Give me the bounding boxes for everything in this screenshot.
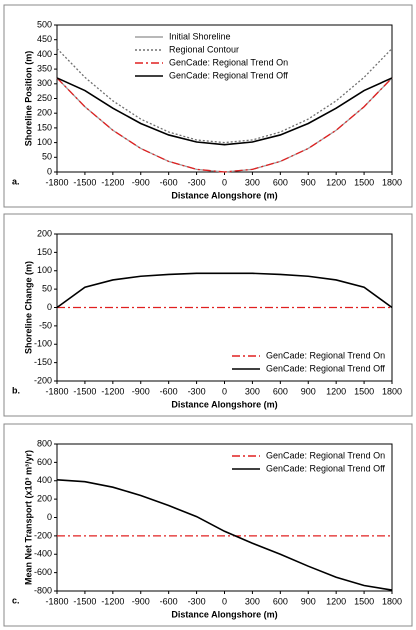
x-tick-label: 300 <box>245 596 260 606</box>
x-tick-label: -600 <box>160 386 178 396</box>
y-tick-label: 0 <box>47 166 52 176</box>
y-tick-label: 400 <box>37 49 52 59</box>
x-tick-label: 0 <box>222 596 227 606</box>
legend-label: GenCade: Regional Trend Off <box>266 463 385 473</box>
legend-label: Initial Shoreline <box>169 31 231 41</box>
panel-label: b. <box>12 385 20 395</box>
y-tick-label: -200 <box>34 375 52 385</box>
series-line <box>56 77 393 173</box>
y-tick-label: 450 <box>37 34 52 44</box>
x-tick-label: -1500 <box>73 386 96 396</box>
panel-border <box>3 213 413 417</box>
panel-label: a. <box>12 176 20 186</box>
x-tick-label: -1800 <box>45 596 68 606</box>
y-tick-label: 200 <box>37 108 52 118</box>
panel-border <box>3 423 413 627</box>
y-tick-label: -100 <box>34 339 52 349</box>
y-tick-label: -600 <box>34 567 52 577</box>
x-tick-label: 1200 <box>326 386 346 396</box>
series-line <box>56 77 393 146</box>
x-tick-label: 900 <box>301 386 316 396</box>
y-axis-title: Mean Net Transport (x10³ m³/yr) <box>23 450 33 585</box>
legend-label: GenCade: Regional Trend On <box>266 450 385 460</box>
x-tick-label: -300 <box>188 596 206 606</box>
x-tick-label: -1200 <box>101 177 124 187</box>
y-tick-label: 50 <box>42 284 52 294</box>
y-tick-label: 300 <box>37 78 52 88</box>
x-tick-label: 1800 <box>382 177 402 187</box>
x-axis-title: Distance Alongshore (m) <box>171 190 277 200</box>
y-tick-label: -400 <box>34 549 52 559</box>
x-tick-label: -1500 <box>73 596 96 606</box>
x-tick-label: -1800 <box>45 177 68 187</box>
y-tick-label: -150 <box>34 357 52 367</box>
series-line <box>56 272 393 309</box>
y-tick-label: -50 <box>39 320 52 330</box>
x-tick-label: 600 <box>273 596 288 606</box>
x-tick-label: 0 <box>222 386 227 396</box>
x-tick-label: -600 <box>160 596 178 606</box>
y-tick-label: 800 <box>37 438 52 448</box>
x-tick-label: 1200 <box>326 596 346 606</box>
y-tick-label: 500 <box>37 19 52 29</box>
series-line <box>56 479 393 591</box>
x-axis-title: Distance Alongshore (m) <box>171 609 277 619</box>
y-tick-label: 150 <box>37 247 52 257</box>
y-tick-label: 150 <box>37 122 52 132</box>
series-line <box>56 48 393 144</box>
y-tick-label: 250 <box>37 93 52 103</box>
x-tick-label: 1200 <box>326 177 346 187</box>
x-tick-label: -1800 <box>45 386 68 396</box>
x-tick-label: 1800 <box>382 386 402 396</box>
x-tick-label: 1500 <box>354 386 374 396</box>
x-tick-label: -900 <box>132 177 150 187</box>
x-tick-label: 600 <box>273 177 288 187</box>
y-tick-label: 350 <box>37 63 52 73</box>
x-tick-label: 900 <box>301 596 316 606</box>
x-tick-label: -900 <box>132 386 150 396</box>
y-axis-title: Shoreline Position (m) <box>23 51 33 147</box>
y-tick-label: 0 <box>47 302 52 312</box>
y-tick-label: -800 <box>34 585 52 595</box>
legend-label: GenCade: Regional Trend On <box>169 57 288 67</box>
x-tick-label: 300 <box>245 386 260 396</box>
x-tick-label: -1500 <box>73 177 96 187</box>
x-tick-label: 1500 <box>354 596 374 606</box>
y-axis-title: Shoreline Change (m) <box>23 261 33 354</box>
y-tick-label: -200 <box>34 530 52 540</box>
legend-label: GenCade: Regional Trend On <box>266 350 385 360</box>
x-tick-label: 900 <box>301 177 316 187</box>
x-tick-label: 600 <box>273 386 288 396</box>
y-tick-label: 0 <box>47 512 52 522</box>
x-tick-label: -600 <box>160 177 178 187</box>
x-tick-label: -900 <box>132 596 150 606</box>
y-tick-label: 100 <box>37 265 52 275</box>
x-tick-label: 300 <box>245 177 260 187</box>
panel-label: c. <box>12 595 20 605</box>
legend-label: GenCade: Regional Trend Off <box>169 70 288 80</box>
x-tick-label: 0 <box>222 177 227 187</box>
x-tick-label: -1200 <box>101 386 124 396</box>
y-tick-label: 200 <box>37 494 52 504</box>
x-tick-label: 1500 <box>354 177 374 187</box>
legend-label: GenCade: Regional Trend Off <box>266 363 385 373</box>
y-tick-label: 600 <box>37 457 52 467</box>
x-tick-label: -1200 <box>101 596 124 606</box>
legend-label: Regional Contour <box>169 44 239 54</box>
x-tick-label: -300 <box>188 386 206 396</box>
panel-border <box>3 4 413 208</box>
y-tick-label: 400 <box>37 475 52 485</box>
x-axis-title: Distance Alongshore (m) <box>171 399 277 409</box>
x-tick-label: -300 <box>188 177 206 187</box>
y-tick-label: 200 <box>37 228 52 238</box>
y-tick-label: 100 <box>37 137 52 147</box>
y-tick-label: 50 <box>42 152 52 162</box>
x-tick-label: 1800 <box>382 596 402 606</box>
